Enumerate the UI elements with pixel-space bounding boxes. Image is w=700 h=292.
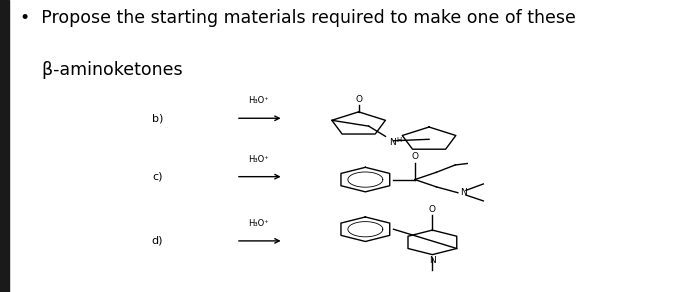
Text: O: O [429,205,436,214]
Text: d): d) [152,236,163,246]
Text: •  Propose the starting materials required to make one of these: • Propose the starting materials require… [20,9,576,27]
Text: O: O [355,95,362,105]
Text: O: O [412,152,419,161]
Bar [0,0,9,292]
Text: H₃O⁺: H₃O⁺ [248,154,269,164]
Text: N: N [389,138,396,147]
Text: H₃O⁺: H₃O⁺ [248,219,269,228]
Text: H: H [396,137,402,143]
Text: H₃O⁺: H₃O⁺ [248,96,269,105]
Text: c): c) [153,172,163,182]
Text: b): b) [152,113,163,123]
Text: N: N [429,256,436,265]
Text: N: N [460,188,467,197]
Text: β-aminoketones: β-aminoketones [20,61,183,79]
